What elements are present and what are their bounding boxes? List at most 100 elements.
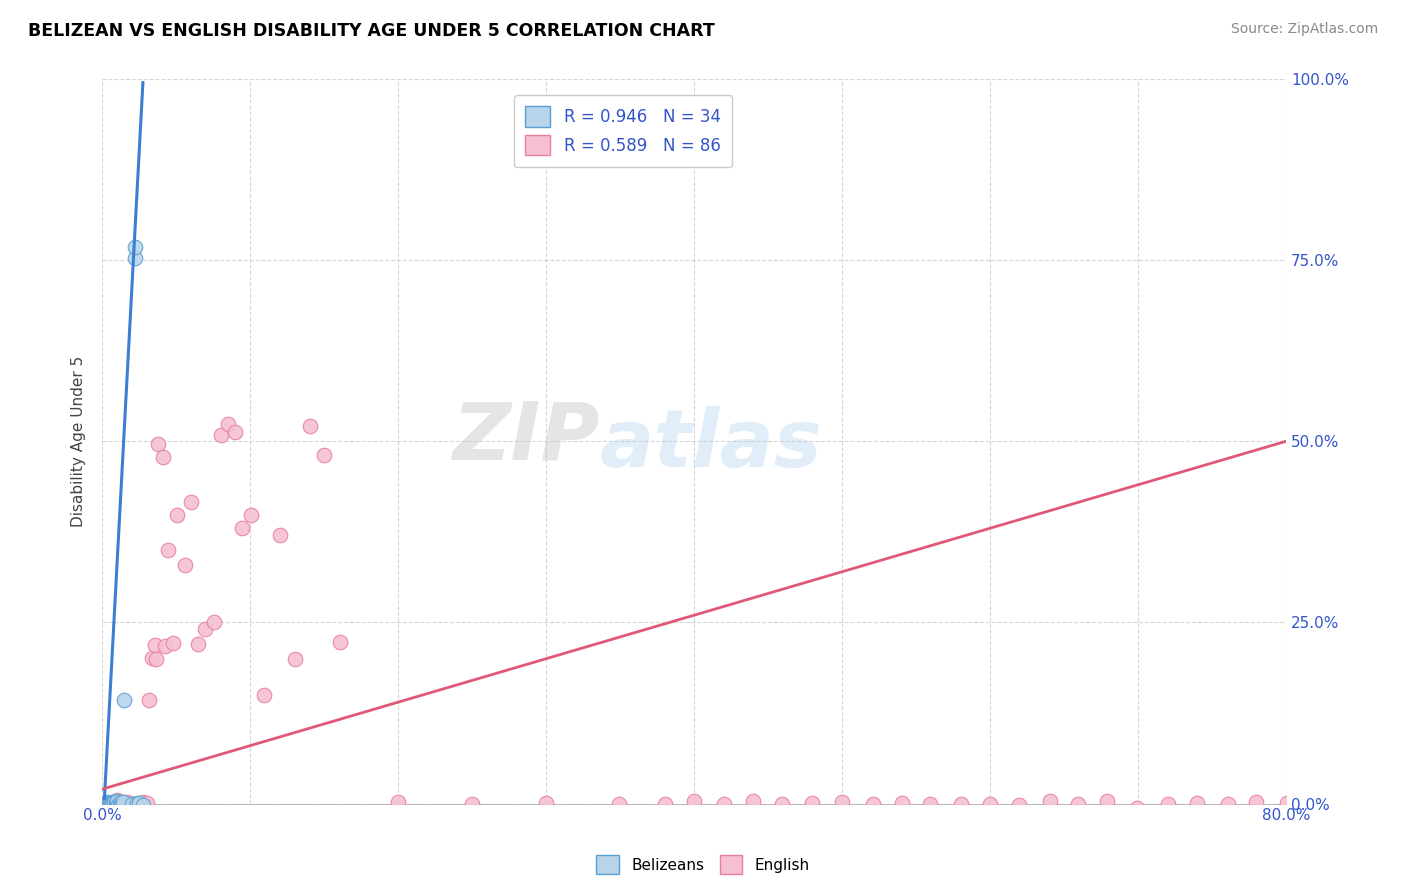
Point <box>131 797 153 811</box>
Point <box>166 508 188 522</box>
Point <box>94 797 117 812</box>
Point <box>114 796 136 810</box>
Point <box>152 450 174 465</box>
Point <box>96 797 118 811</box>
Point <box>209 428 232 442</box>
Point <box>125 797 148 811</box>
Text: BELIZEAN VS ENGLISH DISABILITY AGE UNDER 5 CORRELATION CHART: BELIZEAN VS ENGLISH DISABILITY AGE UNDER… <box>28 22 714 40</box>
Point <box>1067 797 1090 811</box>
Point <box>742 794 765 808</box>
Point <box>118 797 141 812</box>
Point <box>231 521 253 535</box>
Point <box>93 797 115 811</box>
Text: atlas: atlas <box>599 406 823 484</box>
Point <box>1126 800 1149 814</box>
Point <box>217 417 239 431</box>
Point <box>862 797 884 811</box>
Point <box>202 615 225 629</box>
Point <box>1095 794 1118 808</box>
Point <box>114 798 136 813</box>
Legend: R = 0.946   N = 34, R = 0.589   N = 86: R = 0.946 N = 34, R = 0.589 N = 86 <box>513 95 733 167</box>
Point <box>1364 792 1386 806</box>
Point <box>534 796 557 810</box>
Point <box>101 795 124 809</box>
Point <box>800 797 823 811</box>
Point <box>100 797 122 812</box>
Point <box>128 797 150 811</box>
Point <box>93 800 115 814</box>
Point <box>156 542 179 557</box>
Point <box>1305 797 1327 811</box>
Point <box>94 797 117 812</box>
Point <box>121 797 143 811</box>
Point <box>979 797 1001 811</box>
Point <box>132 798 155 813</box>
Point <box>269 528 291 542</box>
Point <box>112 693 135 707</box>
Point <box>1244 795 1267 809</box>
Point <box>1187 796 1209 810</box>
Point <box>101 797 124 811</box>
Point <box>1275 796 1298 810</box>
Point <box>112 795 135 809</box>
Point <box>117 796 139 810</box>
Point <box>104 795 127 809</box>
Point <box>105 795 128 809</box>
Point <box>98 797 121 812</box>
Point <box>143 638 166 652</box>
Point <box>110 798 132 813</box>
Point <box>101 797 124 812</box>
Point <box>97 797 120 811</box>
Point <box>107 793 129 807</box>
Point <box>98 797 121 811</box>
Point <box>239 508 262 522</box>
Point <box>128 798 150 813</box>
Point <box>148 437 170 451</box>
Point <box>1008 797 1031 812</box>
Point <box>112 795 135 809</box>
Point <box>153 639 176 653</box>
Point <box>105 795 128 809</box>
Point <box>110 796 132 810</box>
Point <box>1039 794 1062 808</box>
Point <box>1393 797 1406 811</box>
Point <box>461 797 484 811</box>
Point <box>713 797 735 812</box>
Point <box>1216 797 1239 811</box>
Point <box>108 799 131 814</box>
Legend: Belizeans, English: Belizeans, English <box>591 849 815 880</box>
Text: ZIP: ZIP <box>451 399 599 476</box>
Point <box>103 795 125 809</box>
Point <box>770 797 793 811</box>
Point <box>107 798 129 813</box>
Point <box>187 637 209 651</box>
Point <box>124 799 146 814</box>
Point <box>121 797 143 811</box>
Point <box>387 795 409 809</box>
Point <box>194 623 217 637</box>
Point <box>1156 797 1178 811</box>
Point <box>224 425 246 440</box>
Point <box>135 796 157 810</box>
Point <box>120 797 142 812</box>
Point <box>105 797 128 811</box>
Point <box>607 797 630 812</box>
Point <box>101 800 124 814</box>
Point <box>253 689 276 703</box>
Point <box>110 797 132 811</box>
Point <box>1334 796 1357 810</box>
Point <box>96 799 118 814</box>
Point <box>110 799 132 814</box>
Y-axis label: Disability Age Under 5: Disability Age Under 5 <box>72 356 86 527</box>
Point <box>173 558 195 573</box>
Point <box>831 795 853 809</box>
Point <box>98 797 121 812</box>
Point <box>98 799 121 814</box>
Point <box>145 652 167 666</box>
Point <box>180 494 202 508</box>
Point <box>93 798 115 813</box>
Point <box>162 636 184 650</box>
Point <box>93 797 115 812</box>
Point <box>124 251 146 265</box>
Point <box>103 796 125 810</box>
